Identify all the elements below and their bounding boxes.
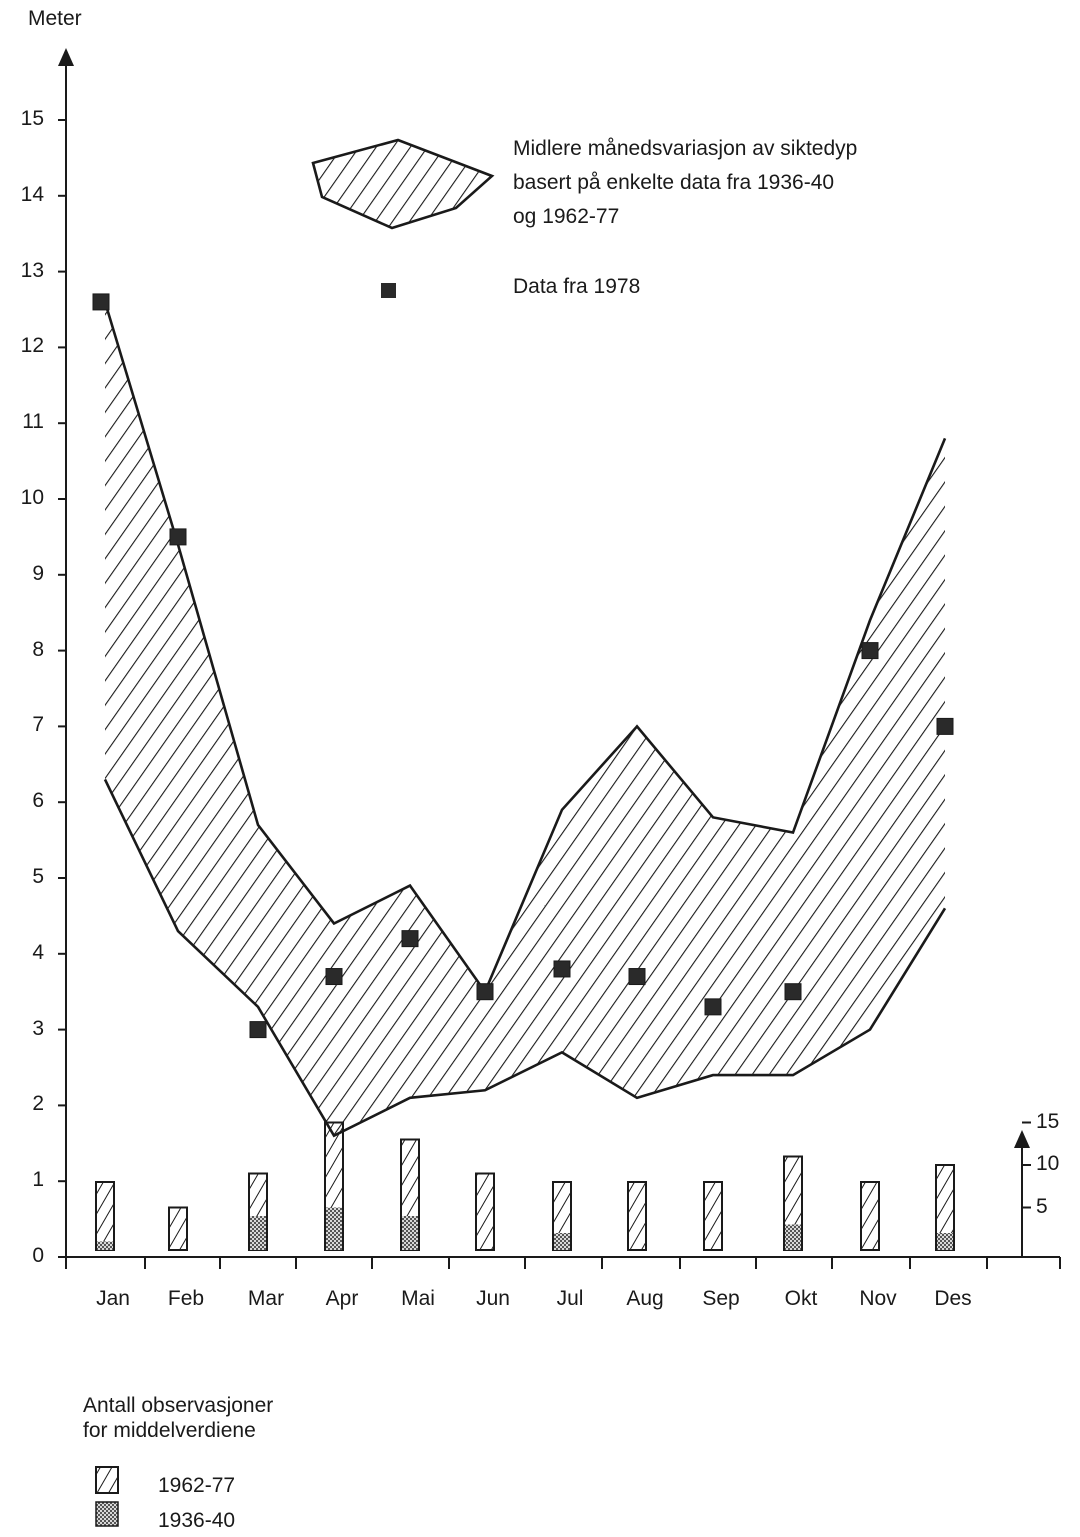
observations-title: Antall observasjoner for middelverdiene (83, 1393, 273, 1443)
x-tick-label-Jun: Jun (476, 1287, 510, 1310)
legend-range-text: Midlere månedsvariasjon av siktedyp base… (513, 132, 857, 234)
x-tick-label-Mar: Mar (247, 1287, 285, 1310)
bar-1936-40-Jul (554, 1233, 570, 1250)
y-tick-label-4: 4 (32, 940, 44, 964)
point-1978-Feb (169, 528, 187, 546)
data-1978-points (92, 293, 954, 1039)
observations-legend-1962: 1962-77 (158, 1474, 236, 1497)
legend-range-line-1: Midlere månedsvariasjon av siktedyp (513, 137, 858, 160)
x-tick-label-Apr: Apr (325, 1287, 359, 1310)
x-tick-label-Jul: Jul (556, 1287, 584, 1310)
observations-legend-1936: 1936-40 (158, 1509, 236, 1532)
bar-1962-77-Sep (703, 1181, 723, 1251)
y-tick-label-7: 7 (32, 713, 44, 737)
legend-range-line-2: basert på enkelte data fra 1936-40 (513, 171, 835, 194)
x-tick-label-Aug: Aug (626, 1287, 664, 1310)
legend (95, 138, 495, 1527)
bar-1936-40-Des (937, 1233, 953, 1250)
point-1978-Mai (401, 930, 419, 948)
bar-1936-40-Apr (326, 1207, 342, 1250)
count-tick-label-10: 10 (1036, 1152, 1060, 1175)
x-tick-label-Mai: Mai (401, 1287, 435, 1310)
legend-1962-77-swatch (95, 1466, 119, 1494)
y-tick-label-1: 1 (32, 1168, 44, 1192)
y-axis-title: Meter (28, 7, 82, 30)
y-tick-label-2: 2 (32, 1092, 44, 1116)
axes (58, 48, 1061, 1269)
bar-1962-77-Nov (860, 1181, 880, 1251)
y-tick-label-0: 0 (32, 1244, 44, 1267)
y-tick-label-9: 9 (32, 561, 44, 585)
range-lower-line (103, 778, 947, 1138)
point-1978-Nov (861, 642, 879, 660)
y-tick-label-10: 10 (20, 486, 44, 509)
x-tick-label-Jan: Jan (96, 1287, 130, 1310)
legend-1936-40-swatch (95, 1501, 119, 1527)
count-axis-arrow (1014, 1130, 1030, 1148)
observations-title-line-2: for middelverdiene (83, 1419, 256, 1442)
range-area (103, 301, 947, 1138)
legend-range-line-3: og 1962-77 (513, 205, 620, 228)
y-tick-label-15: 15 (20, 107, 44, 130)
bar-1936-40-Jan (97, 1241, 113, 1250)
y-tick-label-3: 3 (32, 1016, 44, 1040)
point-1978-Des (936, 717, 954, 735)
bar-1936-40-Mar (250, 1216, 266, 1250)
x-tick-label-Des: Des (934, 1287, 972, 1310)
bar-1936-40-Mai (402, 1216, 418, 1250)
point-1978-Jan (92, 293, 110, 311)
y-tick-label-5: 5 (32, 865, 44, 888)
x-tick-label-Sep: Sep (702, 1287, 740, 1310)
legend-range-swatch (311, 138, 495, 230)
y-tick-label-8: 8 (32, 637, 44, 661)
bar-1962-77-Aug (627, 1181, 647, 1251)
y-axis-arrow (58, 48, 74, 66)
point-1978-Sep (704, 998, 722, 1016)
x-tick-label-Nov: Nov (859, 1287, 897, 1310)
y-tick-label-6: 6 (32, 789, 44, 813)
count-tick-label-15: 15 (1036, 1109, 1060, 1133)
bar-1962-77-Feb (168, 1206, 188, 1251)
observation-bars (95, 1121, 955, 1251)
bar-1962-77-Jan (95, 1181, 115, 1251)
y-tick-label-13: 13 (20, 258, 44, 282)
point-1978-Jun (476, 983, 494, 1001)
point-1978-Mar (249, 1021, 267, 1039)
y-tick-label-11: 11 (22, 410, 44, 434)
bar-1936-40-Okt (785, 1224, 801, 1250)
count-tick-label-5: 5 (1036, 1194, 1048, 1218)
point-1978-Okt (784, 983, 802, 1001)
observations-title-line-1: Antall observasjoner (83, 1394, 274, 1417)
point-1978-Apr (325, 968, 343, 986)
point-1978-Jul (553, 960, 571, 978)
bar-1962-77-Jun (475, 1172, 495, 1251)
y-tick-label-12: 12 (20, 334, 44, 358)
point-1978-Aug (628, 968, 646, 986)
range-area-fill (105, 301, 945, 1136)
range-upper-line (103, 301, 947, 995)
y-tick-label-14: 14 (20, 182, 44, 206)
x-tick-label-Feb: Feb (167, 1287, 205, 1310)
legend-1978-text: Data fra 1978 (513, 275, 641, 298)
legend-1978-swatch (381, 283, 396, 298)
x-tick-label-Okt: Okt (784, 1287, 818, 1310)
